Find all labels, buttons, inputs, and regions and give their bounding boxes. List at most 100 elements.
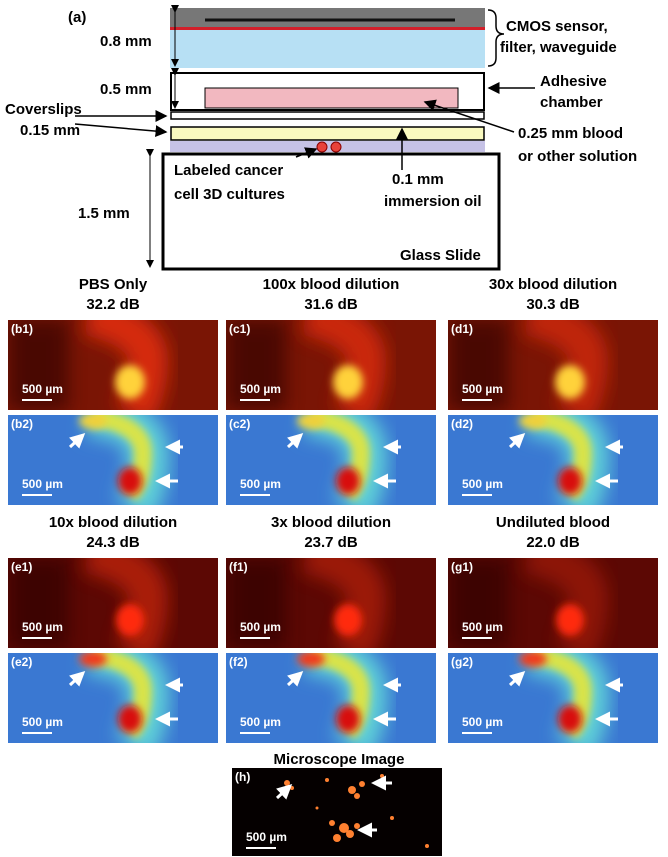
fluorescence-image: (b1) 500 µm bbox=[8, 320, 218, 410]
panel-title: 100x blood dilution bbox=[224, 275, 438, 295]
panel-snr: 30.3 dB bbox=[446, 295, 660, 315]
cell bbox=[333, 834, 341, 842]
panel-label: (h) bbox=[235, 770, 250, 784]
oil bbox=[170, 141, 485, 152]
panel-title: PBS Only bbox=[6, 275, 220, 295]
heatmap-image: (b2) 500 µm bbox=[8, 415, 218, 505]
panel-label: (e1) bbox=[11, 560, 32, 574]
signal bbox=[558, 467, 582, 495]
scale-label: 500 µm bbox=[22, 620, 63, 634]
panel-label: (d1) bbox=[451, 322, 473, 336]
signal bbox=[115, 365, 145, 399]
coverslip bbox=[171, 127, 484, 140]
heatmap-image: (g2) 500 µm bbox=[448, 653, 658, 743]
sensor bbox=[170, 8, 485, 27]
signal bbox=[118, 705, 142, 733]
coverslip bbox=[171, 112, 484, 119]
signal bbox=[118, 467, 142, 495]
panel-label: (f1) bbox=[229, 560, 248, 574]
label: Coverslips bbox=[5, 101, 82, 118]
label: Adhesive bbox=[540, 73, 607, 90]
label: cell 3D cultures bbox=[174, 186, 285, 203]
panel-label: (g2) bbox=[451, 655, 473, 669]
signal bbox=[116, 604, 144, 636]
panel-label: (d2) bbox=[451, 417, 473, 431]
blood bbox=[205, 88, 458, 108]
panel-label: (b1) bbox=[11, 322, 33, 336]
panel-snr: 24.3 dB bbox=[6, 533, 220, 553]
scale-label: 500 µm bbox=[22, 715, 63, 729]
cell bbox=[331, 142, 341, 152]
panel-label: (e2) bbox=[11, 655, 32, 669]
heatmap-image: (d2) 500 µm bbox=[448, 415, 658, 505]
cell bbox=[316, 807, 319, 810]
cell bbox=[354, 823, 360, 829]
label: Labeled cancer bbox=[174, 162, 283, 179]
cell bbox=[380, 774, 384, 778]
label: filter, waveguide bbox=[500, 39, 617, 56]
panel-title: 3x blood dilution bbox=[224, 513, 438, 533]
scale-label: 500 µm bbox=[462, 382, 503, 396]
dim-label: 1.5 mm bbox=[78, 205, 130, 222]
cell bbox=[290, 786, 294, 790]
panel-snr: 31.6 dB bbox=[224, 295, 438, 315]
signal bbox=[333, 365, 363, 399]
fluorescence-image: (c1) 500 µm bbox=[226, 320, 436, 410]
scale-label: 500 µm bbox=[22, 382, 63, 396]
cell bbox=[317, 142, 327, 152]
fluorescence-image: (g1) 500 µm bbox=[448, 558, 658, 648]
figure: (a) 0.8 mm CMOS sensor, filter, waveguid… bbox=[0, 0, 668, 857]
scale-label: 500 µm bbox=[240, 477, 281, 491]
signal bbox=[334, 604, 362, 636]
fluorescence-image: (e1) 500 µm bbox=[8, 558, 218, 648]
panel-label: (f2) bbox=[229, 655, 248, 669]
label: chamber bbox=[540, 94, 603, 111]
cell bbox=[348, 786, 356, 794]
scale-label: 500 µm bbox=[462, 715, 503, 729]
heatmap-image: (f2) 500 µm bbox=[226, 653, 436, 743]
arrow bbox=[75, 124, 166, 132]
scale-label: 500 µm bbox=[462, 620, 503, 634]
diagram: (a) 0.8 mm CMOS sensor, filter, waveguid… bbox=[0, 0, 668, 280]
panel-title: Microscope Image bbox=[232, 750, 446, 770]
panel-title: 10x blood dilution bbox=[6, 513, 220, 533]
label: or other solution bbox=[518, 148, 637, 165]
label: 0.25 mm blood bbox=[518, 125, 623, 142]
panel-snr: 32.2 dB bbox=[6, 295, 220, 315]
heatmap-image: (c2) 500 µm bbox=[226, 415, 436, 505]
filter bbox=[170, 27, 485, 30]
heatmap-image: (e2) 500 µm bbox=[8, 653, 218, 743]
cell bbox=[359, 781, 365, 787]
scale-label: 500 µm bbox=[462, 477, 503, 491]
panel-title: Undiluted blood bbox=[446, 513, 660, 533]
fluorescence-image: (f1) 500 µm bbox=[226, 558, 436, 648]
cell bbox=[354, 793, 360, 799]
scale-label: 500 µm bbox=[240, 620, 281, 634]
scale-label: 500 µm bbox=[240, 715, 281, 729]
cell bbox=[390, 816, 394, 820]
cell bbox=[346, 830, 354, 838]
panel-snr: 22.0 dB bbox=[446, 533, 660, 553]
cell bbox=[425, 844, 429, 848]
scale-label: 500 µm bbox=[22, 477, 63, 491]
panel-label: (a) bbox=[68, 9, 86, 26]
panel-label: (b2) bbox=[11, 417, 33, 431]
dim-label: 0.8 mm bbox=[100, 33, 152, 50]
cell bbox=[329, 820, 335, 826]
label: 0.1 mm bbox=[392, 171, 444, 188]
fluorescence-image: (d1) 500 µm bbox=[448, 320, 658, 410]
dim-label: 0.15 mm bbox=[20, 122, 80, 139]
scale-label: 500 µm bbox=[240, 382, 281, 396]
label: CMOS sensor, bbox=[506, 18, 608, 35]
signal bbox=[336, 705, 360, 733]
microscope-image: (h)500 µm bbox=[232, 768, 442, 856]
panel-label: (c1) bbox=[229, 322, 250, 336]
label: immersion oil bbox=[384, 193, 482, 210]
panel-snr: 23.7 dB bbox=[224, 533, 438, 553]
signal bbox=[555, 365, 585, 399]
panel-label: (c2) bbox=[229, 417, 250, 431]
cell bbox=[325, 778, 329, 782]
panel-label: (g1) bbox=[451, 560, 473, 574]
signal bbox=[336, 467, 360, 495]
signal bbox=[556, 604, 584, 636]
